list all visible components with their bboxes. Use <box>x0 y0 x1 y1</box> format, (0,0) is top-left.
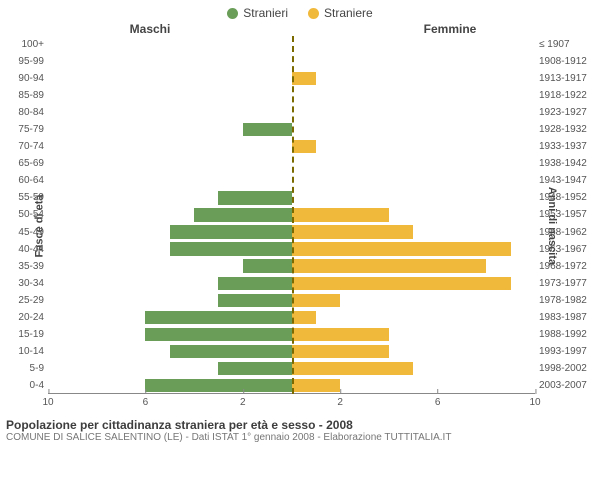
bar-female <box>292 362 414 375</box>
birth-year-label: 1988-1992 <box>539 329 597 340</box>
birth-year-label: 1918-1922 <box>539 90 597 101</box>
bar-female <box>292 294 341 307</box>
age-label: 5-9 <box>4 363 44 374</box>
x-axis: 10622610 <box>48 393 535 416</box>
birth-year-label: 1978-1982 <box>539 295 597 306</box>
birth-year-label: 1963-1967 <box>539 244 597 255</box>
x-tick: 2 <box>240 394 246 408</box>
bar-male <box>170 225 292 238</box>
bar-female <box>292 345 389 358</box>
legend-female-label: Straniere <box>324 6 373 20</box>
bar-female <box>292 277 511 290</box>
legend-female-swatch <box>308 8 319 19</box>
age-label: 85-89 <box>4 90 44 101</box>
birth-year-label: 1948-1952 <box>539 192 597 203</box>
birth-year-label: 1983-1987 <box>539 312 597 323</box>
bar-female <box>292 208 389 221</box>
bar-female <box>292 72 316 85</box>
legend-female: Straniere <box>308 6 373 20</box>
age-label: 40-44 <box>4 244 44 255</box>
x-tick: 10 <box>529 394 540 408</box>
birth-year-label: 1998-2002 <box>539 363 597 374</box>
age-label: 55-59 <box>4 192 44 203</box>
bar-female <box>292 140 316 153</box>
bar-female <box>292 259 487 272</box>
column-headers: Maschi Femmine <box>0 22 600 36</box>
bar-male <box>170 345 292 358</box>
bar-male <box>145 311 291 324</box>
birth-year-label: 1968-1972 <box>539 261 597 272</box>
age-label: 100+ <box>4 39 44 50</box>
header-female: Femmine <box>300 22 600 36</box>
birth-year-label: 1913-1917 <box>539 73 597 84</box>
age-label: 75-79 <box>4 124 44 135</box>
age-label: 60-64 <box>4 175 44 186</box>
birth-year-label: 1908-1912 <box>539 56 597 67</box>
bar-male <box>218 362 291 375</box>
age-label: 15-19 <box>4 329 44 340</box>
pyramid-chart: Fasce di età Anni di nascita 100+≤ 19079… <box>48 36 535 416</box>
bar-male <box>218 294 291 307</box>
age-label: 20-24 <box>4 312 44 323</box>
legend-male-label: Stranieri <box>243 6 288 20</box>
bar-male <box>218 277 291 290</box>
birth-year-label: 1973-1977 <box>539 278 597 289</box>
birth-year-label: 1943-1947 <box>539 175 597 186</box>
birth-year-label: 1938-1942 <box>539 158 597 169</box>
birth-year-label: 1928-1932 <box>539 124 597 135</box>
x-tick: 6 <box>143 394 149 408</box>
bar-female <box>292 311 316 324</box>
age-label: 0-4 <box>4 380 44 391</box>
bar-female <box>292 379 341 392</box>
birth-year-label: ≤ 1907 <box>539 39 597 50</box>
bar-male <box>145 328 291 341</box>
center-divider <box>292 36 294 394</box>
age-label: 35-39 <box>4 261 44 272</box>
bar-male <box>243 259 292 272</box>
footer: Popolazione per cittadinanza straniera p… <box>0 416 600 443</box>
bar-female <box>292 225 414 238</box>
header-male: Maschi <box>0 22 300 36</box>
bar-male <box>194 208 291 221</box>
birth-year-label: 1958-1962 <box>539 227 597 238</box>
chart-subtitle: COMUNE DI SALICE SALENTINO (LE) - Dati I… <box>6 432 594 443</box>
birth-year-label: 1993-1997 <box>539 346 597 357</box>
bar-female <box>292 242 511 255</box>
x-tick: 2 <box>337 394 343 408</box>
legend: Stranieri Straniere <box>0 0 600 20</box>
bar-male <box>218 191 291 204</box>
age-label: 50-54 <box>4 209 44 220</box>
x-tick: 10 <box>42 394 53 408</box>
bar-male <box>145 379 291 392</box>
age-label: 95-99 <box>4 56 44 67</box>
age-label: 45-49 <box>4 227 44 238</box>
age-label: 70-74 <box>4 141 44 152</box>
birth-year-label: 2003-2007 <box>539 380 597 391</box>
chart-title: Popolazione per cittadinanza straniera p… <box>6 418 594 432</box>
age-label: 65-69 <box>4 158 44 169</box>
bar-male <box>170 242 292 255</box>
age-label: 90-94 <box>4 73 44 84</box>
age-label: 80-84 <box>4 107 44 118</box>
birth-year-label: 1953-1957 <box>539 209 597 220</box>
x-tick: 6 <box>435 394 441 408</box>
bar-male <box>243 123 292 136</box>
birth-year-label: 1923-1927 <box>539 107 597 118</box>
age-label: 30-34 <box>4 278 44 289</box>
birth-year-label: 1933-1937 <box>539 141 597 152</box>
legend-male: Stranieri <box>227 6 288 20</box>
bar-female <box>292 328 389 341</box>
legend-male-swatch <box>227 8 238 19</box>
age-label: 10-14 <box>4 346 44 357</box>
age-label: 25-29 <box>4 295 44 306</box>
